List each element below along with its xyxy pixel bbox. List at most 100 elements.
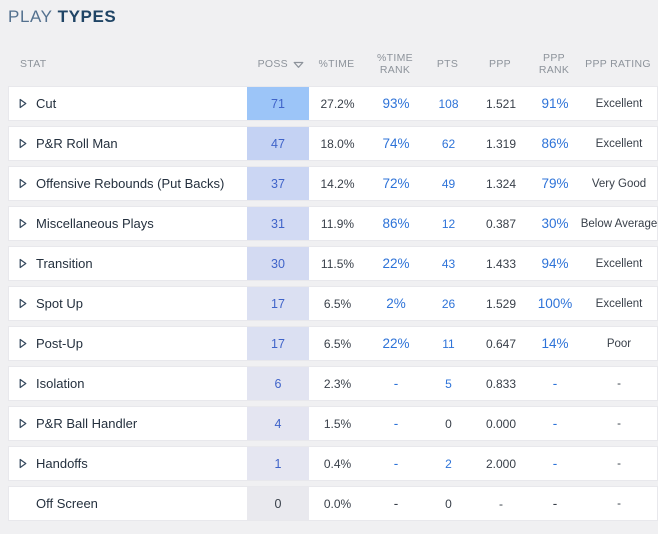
table-row[interactable]: Spot Up 17 6.5% 2% 26 1.529 100% Excelle… [8, 286, 658, 321]
ppp-rank-value[interactable]: 91% [541, 96, 569, 111]
column-header-ppp-rating[interactable]: PPP RATING [585, 58, 651, 70]
table-row[interactable]: Offensive Rebounds (Put Backs) 37 14.2% … [8, 166, 658, 201]
ppp-rating-value: Below Average [580, 217, 658, 230]
ppp-rank-value[interactable]: 100% [537, 296, 573, 311]
time-rank-value[interactable]: 72% [382, 176, 410, 191]
stat-cell[interactable]: Transition [9, 247, 247, 280]
table-row[interactable]: Handoffs 1 0.4% - 2 2.000 - - [8, 446, 658, 481]
stat-cell[interactable]: Miscellaneous Plays [9, 207, 247, 240]
column-header-ppp-rank[interactable]: PPP RANK [538, 52, 570, 76]
time-value: 6.5% [323, 336, 352, 351]
pts-value: 0 [445, 496, 452, 511]
poss-value[interactable]: 17 [247, 327, 309, 360]
table-row[interactable]: P&R Roll Man 47 18.0% 74% 62 1.319 86% E… [8, 126, 658, 161]
time-rank-value[interactable]: 93% [382, 96, 410, 111]
column-header-time[interactable]: %TIME [318, 58, 355, 70]
table-row[interactable]: Transition 30 11.5% 22% 43 1.433 94% Exc… [8, 246, 658, 281]
stat-cell[interactable]: Isolation [9, 367, 247, 400]
sort-triangle-down-icon[interactable] [293, 61, 304, 69]
ppp-rank-value[interactable]: 14% [541, 336, 569, 351]
pts-value[interactable]: 62 [441, 136, 456, 151]
table-row[interactable]: Miscellaneous Plays 31 11.9% 86% 12 0.38… [8, 206, 658, 241]
time-rank-value[interactable]: 22% [382, 336, 410, 351]
column-header-time-rank[interactable]: %TIME RANK [377, 52, 413, 76]
poss-value[interactable]: 31 [247, 207, 309, 240]
ppp-rank-value[interactable]: - [552, 376, 558, 391]
poss-value: 0 [247, 487, 309, 520]
expand-row-icon[interactable] [19, 138, 27, 149]
stat-cell[interactable]: Cut [9, 87, 247, 120]
ppp-rank-value[interactable]: 94% [541, 256, 569, 271]
expand-row-icon[interactable] [19, 98, 27, 109]
column-header-pts[interactable]: PTS [436, 58, 459, 70]
time-value: 11.5% [320, 256, 355, 271]
pts-value[interactable]: 26 [441, 296, 456, 311]
poss-value[interactable]: 71 [247, 87, 309, 120]
expand-row-icon[interactable] [19, 218, 27, 229]
ppp-rank-value[interactable]: - [552, 456, 558, 471]
poss-value[interactable]: 6 [247, 367, 309, 400]
pts-value[interactable]: 108 [438, 96, 459, 111]
expand-row-icon[interactable] [19, 418, 27, 429]
expand-row-icon[interactable] [19, 178, 27, 189]
time-rank-value[interactable]: - [393, 456, 399, 471]
time-rank-value[interactable]: - [393, 416, 399, 431]
stat-cell[interactable]: Off Screen [9, 487, 247, 520]
stat-cell[interactable]: P&R Ball Handler [9, 407, 247, 440]
expand-row-icon[interactable] [19, 258, 27, 269]
poss-value[interactable]: 1 [247, 447, 309, 480]
stat-cell[interactable]: Offensive Rebounds (Put Backs) [9, 167, 247, 200]
expand-row-icon[interactable] [19, 458, 27, 469]
table-row[interactable]: Cut 71 27.2% 93% 108 1.521 91% Excellent [8, 86, 658, 121]
expand-row-icon[interactable] [19, 338, 27, 349]
table-row[interactable]: Isolation 6 2.3% - 5 0.833 - - [8, 366, 658, 401]
poss-value[interactable]: 17 [247, 287, 309, 320]
ppp-rating-value: - [617, 377, 621, 390]
table-row[interactable]: Post-Up 17 6.5% 22% 11 0.647 14% Poor [8, 326, 658, 361]
stat-cell[interactable]: P&R Roll Man [9, 127, 247, 160]
table-row[interactable]: P&R Ball Handler 4 1.5% - 0 0.000 - - [8, 406, 658, 441]
time-rank-value[interactable]: 2% [386, 296, 406, 311]
pts-value[interactable]: 49 [441, 176, 456, 191]
play-type-label: Cut [36, 96, 57, 111]
ppp-rank-value[interactable]: 86% [541, 136, 569, 151]
ppp-value: 0.647 [485, 336, 517, 351]
ppp-rank-value[interactable]: 79% [541, 176, 569, 191]
column-header-poss-label: POSS [257, 58, 288, 70]
ppp-value: 1.433 [485, 256, 517, 271]
pts-value[interactable]: 2 [445, 456, 452, 471]
time-rank-value[interactable]: 22% [382, 256, 410, 271]
time-value: 0.0% [323, 496, 352, 511]
poss-value[interactable]: 47 [247, 127, 309, 160]
time-rank-value[interactable]: 86% [382, 216, 410, 231]
expand-row-icon[interactable] [19, 298, 27, 309]
stat-cell[interactable]: Spot Up [9, 287, 247, 320]
stat-cell[interactable]: Post-Up [9, 327, 247, 360]
poss-value[interactable]: 37 [247, 167, 309, 200]
ppp-rank-value[interactable]: - [552, 416, 558, 431]
ppp-value: 0.000 [485, 416, 517, 431]
column-header-poss[interactable]: POSS [246, 58, 308, 70]
time-rank-value[interactable]: 74% [382, 136, 410, 151]
play-type-label: Isolation [36, 376, 85, 391]
column-header-ppp[interactable]: PPP [489, 58, 511, 70]
ppp-value: 1.529 [485, 296, 517, 311]
poss-value[interactable]: 4 [247, 407, 309, 440]
poss-value[interactable]: 30 [247, 247, 309, 280]
table-row[interactable]: Off Screen 0 0.0% - 0 - - - [8, 486, 658, 521]
ppp-rank-value[interactable]: 30% [541, 216, 569, 231]
pts-value[interactable]: 5 [445, 376, 452, 391]
pts-value[interactable]: 12 [441, 216, 456, 231]
time-rank-value[interactable]: - [393, 376, 399, 391]
ppp-rating-value: - [617, 457, 621, 470]
column-header-stat[interactable]: STAT [20, 58, 47, 70]
ppp-value: 1.319 [485, 136, 517, 151]
pts-value[interactable]: 43 [441, 256, 456, 271]
ppp-rating-value: Very Good [591, 177, 647, 190]
pts-value[interactable]: 11 [442, 336, 455, 351]
time-value: 6.5% [323, 296, 352, 311]
page-title-types: TYPES [57, 7, 117, 26]
pts-value: 0 [445, 416, 452, 431]
expand-row-icon[interactable] [19, 378, 27, 389]
stat-cell[interactable]: Handoffs [9, 447, 247, 480]
